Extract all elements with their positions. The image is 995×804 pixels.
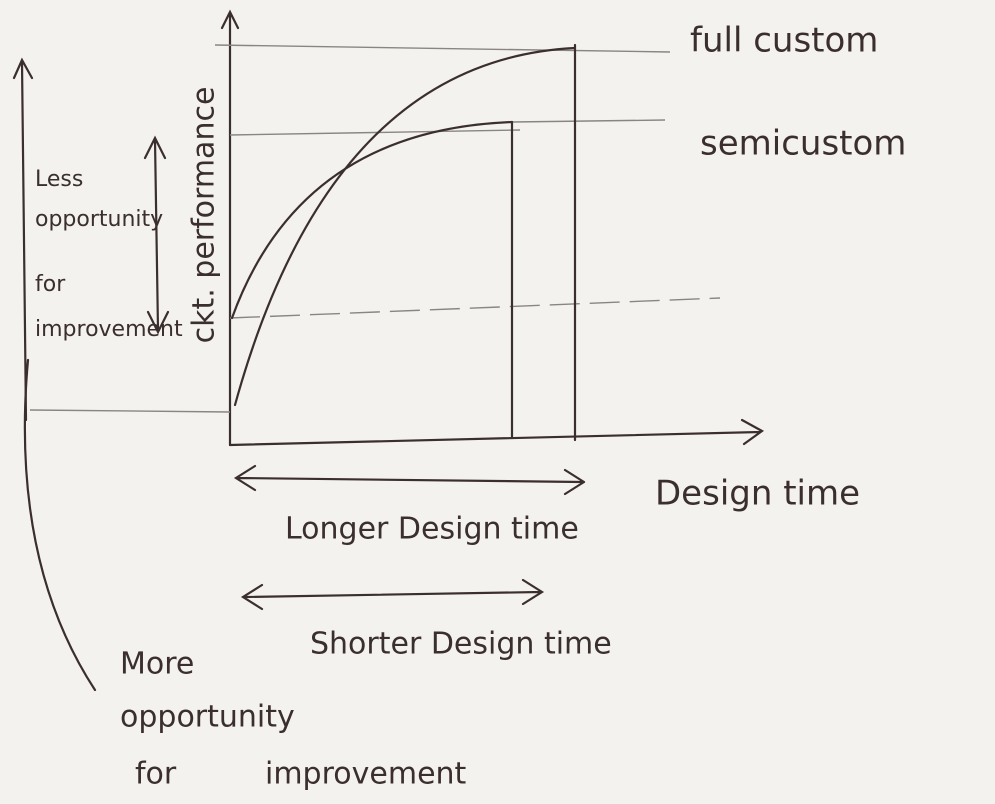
curve-label: full custom: [690, 21, 878, 61]
bottom-note: for: [135, 757, 177, 792]
left-note: opportunity: [35, 207, 163, 232]
diagram: full custom semicustom ckt. performance …: [0, 0, 995, 804]
longer-label: Longer Design time: [285, 512, 579, 547]
bottom-note: opportunity: [120, 700, 295, 735]
left-note: improvement: [35, 317, 183, 342]
y-axis-label: ckt. performance: [187, 87, 222, 344]
x-axis-label: Design time: [655, 474, 860, 514]
curve-label: semicustom: [700, 124, 906, 164]
left-note: for: [35, 272, 66, 297]
background: [0, 0, 995, 804]
shorter-label: Shorter Design time: [310, 627, 612, 662]
left-note: Less: [35, 167, 83, 192]
bottom-note: More: [120, 647, 194, 682]
bottom-note: improvement: [265, 757, 467, 792]
page: full custom semicustom ckt. performance …: [0, 0, 995, 804]
